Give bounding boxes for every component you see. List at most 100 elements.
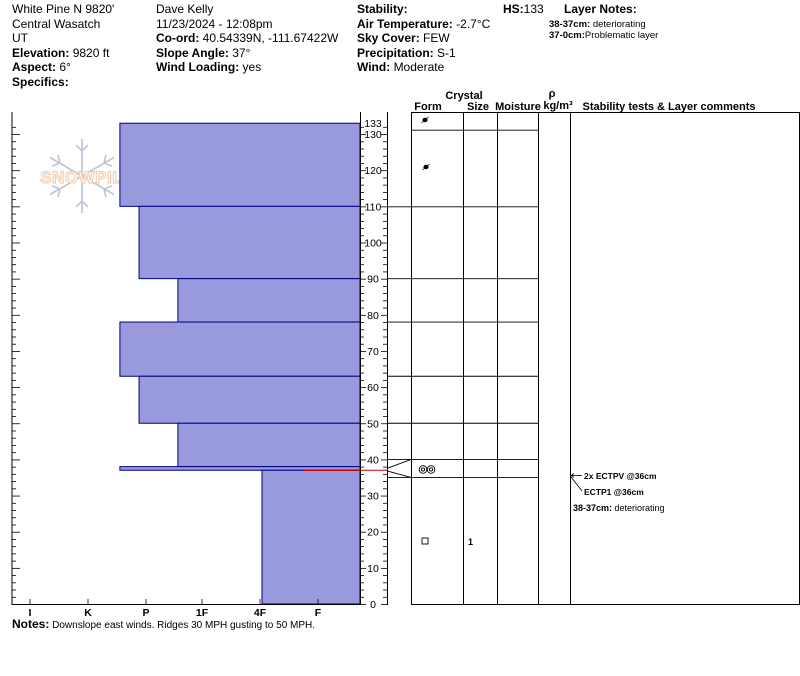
layers-table xyxy=(411,112,800,605)
layer-connector xyxy=(386,470,412,478)
specifics-row: Specifics: xyxy=(12,75,114,90)
wind-value: Moderate xyxy=(393,60,445,75)
hardness-tick-label: I xyxy=(29,607,32,619)
elevation-value: 9820 ft xyxy=(72,45,110,60)
layer-notes-title: Layer Notes: xyxy=(564,2,637,17)
slope-label: Slope Angle: xyxy=(156,45,229,60)
depth-tick-label: 10 xyxy=(367,563,379,575)
hs-info: HS:133 xyxy=(503,2,544,17)
range-name: Central Wasatch xyxy=(12,16,101,31)
aspect-row: Aspect: 6° xyxy=(12,60,114,75)
hardness-tick-label: P xyxy=(142,607,149,619)
hardness-bar xyxy=(261,469,361,605)
stability-test: ECTP1 @36cm xyxy=(584,487,644,497)
crystal-symbol-graupel xyxy=(421,116,429,124)
stability-test: 2x ECTPV @36cm xyxy=(584,471,657,481)
hardness-bar xyxy=(177,278,361,323)
hs-label: HS: xyxy=(503,2,524,16)
hardness-bar xyxy=(119,321,361,377)
layer-notes-heading: Layer Notes: xyxy=(564,2,637,16)
crystal-symbol-faceted xyxy=(421,537,429,545)
stability-test-pointers xyxy=(570,473,583,492)
location-name: White Pine N 9820' xyxy=(12,2,115,16)
depth-tick-label: 130 xyxy=(364,129,382,141)
notes-label: Notes: xyxy=(12,617,50,631)
layer-note-text: deteriorating xyxy=(592,19,646,30)
notes-row: Notes: Downslope east winds. Ridges 30 M… xyxy=(12,617,315,631)
precip-value: S-1 xyxy=(437,45,456,60)
wind-row: Wind: Moderate xyxy=(357,60,490,75)
layer-note: 38-37cm: deteriorating xyxy=(549,19,658,30)
precip-row: Precipitation: S-1 xyxy=(357,46,490,61)
rho-heading: ρ xyxy=(549,88,556,100)
coord-value: 40.54339N, -111.67422W xyxy=(202,31,339,46)
crystal-symbol-graupel xyxy=(422,163,430,171)
depth-tick-label: 110 xyxy=(365,201,382,213)
crystal-symbol-rounded xyxy=(418,465,436,474)
comments-heading: Stability tests & Layer comments xyxy=(582,101,755,113)
size-heading: Size xyxy=(467,101,489,113)
depth-tick-label: 40 xyxy=(367,454,379,466)
hardness-bars xyxy=(119,122,387,605)
hardness-bar xyxy=(138,375,361,424)
coord-label: Co-ord: xyxy=(156,31,200,46)
layer-note-text: Problematic layer xyxy=(584,30,659,41)
stability-row: Stability: xyxy=(357,2,490,17)
chart-ticks xyxy=(11,112,387,605)
hardness-tick-label: 1F xyxy=(196,607,209,619)
weather-info: Stability: Air Temperature: -2.7°C Sky C… xyxy=(357,2,490,75)
coord-row: Co-ord: 40.54339N, -111.67422W xyxy=(156,31,338,46)
slope-row: Slope Angle: 37° xyxy=(156,46,338,61)
hardness-bar xyxy=(119,122,361,207)
aspect-value: 6° xyxy=(59,60,71,75)
hardness-bar xyxy=(138,205,361,280)
hardness-tick-labels: I K P 1F 4F F xyxy=(29,599,322,619)
hardness-bar xyxy=(177,422,361,468)
air-temp-value: -2.7°C xyxy=(456,16,491,31)
obs-datetime: 11/23/2024 - 12:08pm xyxy=(156,16,273,31)
wind-label: Wind: xyxy=(357,60,391,75)
layer-note: 37-0cm:Problematic layer xyxy=(549,30,658,41)
wind-loading-label: Wind Loading: xyxy=(156,60,240,75)
depth-tick-label: 70 xyxy=(367,346,379,358)
stability-label: Stability: xyxy=(357,2,408,16)
sky-label: Sky Cover: xyxy=(357,31,420,46)
notes-text: Downslope east winds. Ridges 30 MPH gust… xyxy=(52,620,316,631)
hs-tick-label: 133 xyxy=(364,118,382,130)
depth-tick-label: 50 xyxy=(367,418,379,430)
layer-comment: 38-37cm: deteriorating xyxy=(573,503,665,513)
depth-tick-label: 20 xyxy=(367,527,379,539)
aspect-label: Aspect: xyxy=(12,60,57,75)
layer-connector xyxy=(386,458,412,469)
specifics-label: Specifics: xyxy=(12,74,69,89)
depth-tick-label: 100 xyxy=(364,238,382,250)
slope-value: 37° xyxy=(232,45,251,60)
hardness-tick-label: F xyxy=(315,607,322,619)
wind-loading-value: yes xyxy=(242,60,262,75)
density-unit-heading: kg/m³ xyxy=(543,100,573,112)
depth-tick-label: 0 xyxy=(370,599,376,611)
sky-value: FEW xyxy=(423,31,450,46)
air-temp-row: Air Temperature: -2.7°C xyxy=(357,17,490,32)
hs-value: 133 xyxy=(523,2,544,16)
crystal-size-value: 1 xyxy=(468,537,473,547)
depth-tick-label: 90 xyxy=(367,274,379,286)
precip-label: Precipitation: xyxy=(357,45,434,60)
form-heading: Form xyxy=(414,101,442,113)
air-temp-label: Air Temperature: xyxy=(357,16,453,31)
observer-info: Dave Kelly 11/23/2024 - 12:08pm Co-ord: … xyxy=(156,2,338,75)
depth-tick-label: 80 xyxy=(367,310,379,322)
layer-note-depth: 38-37cm: xyxy=(549,19,591,30)
depth-tick-label: 120 xyxy=(364,165,382,177)
hardness-tick-label: 4F xyxy=(254,607,267,619)
layer-note-depth: 37-0cm: xyxy=(549,30,585,41)
moisture-heading: Moisture xyxy=(495,101,541,113)
state-name: UT xyxy=(12,31,28,46)
elevation-label: Elevation: xyxy=(12,45,70,60)
layer-boundaries xyxy=(386,129,538,478)
layer-notes-list: 38-37cm: deteriorating 37-0cm:Problemati… xyxy=(549,19,658,41)
elevation-row: Elevation: 9820 ft xyxy=(12,46,114,61)
depth-tick-label: 30 xyxy=(367,491,379,503)
